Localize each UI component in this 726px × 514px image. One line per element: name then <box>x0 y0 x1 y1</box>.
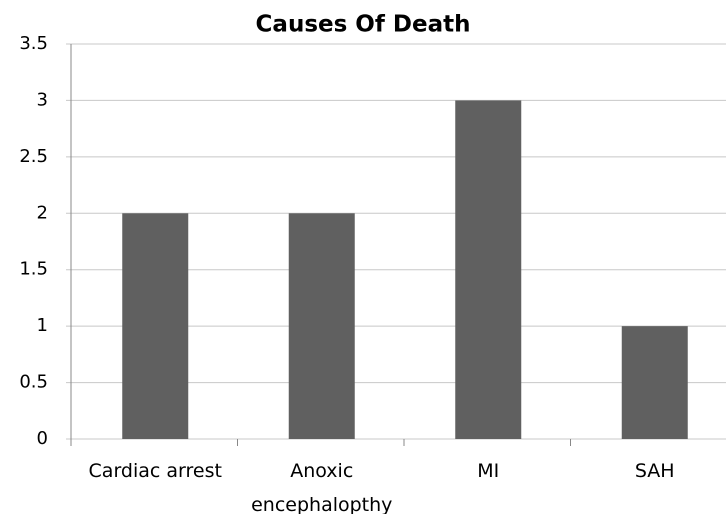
bar <box>122 213 189 439</box>
y-tick-label: 0.5 <box>19 372 48 393</box>
bar <box>455 100 522 439</box>
y-tick-label: 0 <box>37 428 48 449</box>
y-tick-label: 1.5 <box>19 259 48 280</box>
x-tick-label: Cardiac arrest <box>88 460 222 482</box>
y-tick-label: 1 <box>37 315 48 336</box>
x-tick-label: SAH <box>634 460 675 482</box>
y-tick-label: 3.5 <box>19 33 48 54</box>
chart-title: Causes Of Death <box>256 12 471 38</box>
y-tick-label: 2 <box>37 202 48 223</box>
y-tick-label: 3 <box>37 89 48 110</box>
x-tick-label: Anoxic encephalopthy <box>251 460 393 514</box>
bar <box>288 213 355 439</box>
bar <box>621 326 688 439</box>
y-tick-label: 2.5 <box>19 146 48 167</box>
x-tick-label: MI <box>477 460 500 482</box>
